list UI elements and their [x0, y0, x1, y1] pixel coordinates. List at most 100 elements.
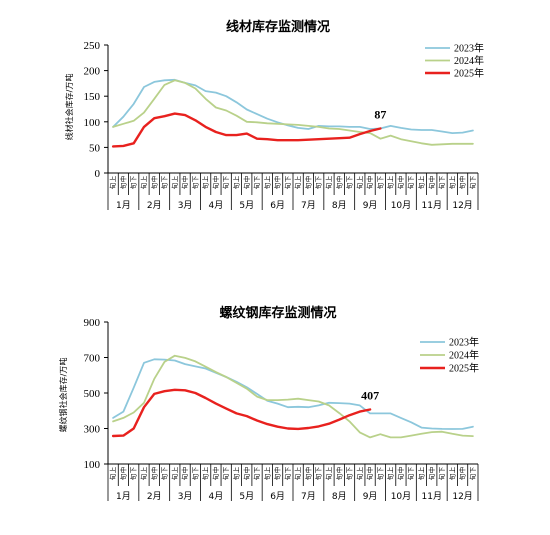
x-tick-label: 下 [346, 175, 354, 182]
month-label: 12月 [452, 200, 472, 211]
y-tick-label: 300 [84, 424, 101, 436]
month-label: 8月 [332, 200, 347, 211]
month-label: 9月 [363, 491, 378, 502]
x-tick-label: 旬 [190, 182, 199, 189]
x-tick-label: 旬 [139, 182, 148, 189]
x-tick-label: 旬 [416, 182, 425, 189]
x-tick-label: 旬 [273, 182, 282, 189]
x-tick-label: 旬 [396, 473, 405, 480]
x-tick-label: 下 [315, 175, 323, 182]
x-tick-label: 下 [469, 466, 477, 473]
x-tick-label: 下 [191, 466, 199, 473]
series-line-2024年 [112, 79, 474, 146]
month-label: 11月 [422, 200, 442, 211]
x-tick-label: 中 [334, 176, 343, 183]
x-tick-label: 上 [108, 466, 117, 473]
x-tick-label: 中 [180, 467, 189, 474]
x-tick-label: 旬 [273, 473, 282, 480]
month-label: 12月 [452, 491, 472, 502]
x-tick-label: 中 [273, 467, 282, 474]
x-tick-label: 中 [118, 467, 127, 474]
x-tick-label: 中 [211, 467, 220, 474]
x-tick-label: 中 [149, 467, 158, 474]
x-tick-label: 旬 [252, 182, 261, 189]
y-tick-label: 100 [84, 117, 101, 129]
x-tick-label: 中 [365, 467, 374, 474]
x-tick-label: 中 [427, 176, 436, 183]
axes [104, 44, 479, 210]
x-tick-label: 旬 [447, 182, 456, 189]
data-label: 407 [361, 389, 379, 403]
chart-title: 线材库存监测情况 [226, 19, 330, 35]
x-tick-label: 上 [324, 466, 333, 473]
x-tick-label: 旬 [458, 182, 467, 189]
x-tick-label: 旬 [314, 473, 323, 480]
x-tick-label: 旬 [170, 473, 179, 480]
x-tick-label: 旬 [458, 473, 467, 480]
x-tick-label: 中 [180, 176, 189, 183]
x-tick-label: 旬 [468, 182, 477, 189]
x-tick-label: 旬 [293, 182, 302, 189]
month-label: 9月 [363, 200, 378, 211]
legend-label: 2024年 [454, 54, 484, 67]
x-tick-label: 旬 [118, 473, 127, 480]
month-label: 1月 [116, 200, 131, 211]
x-tick-label: 中 [118, 176, 127, 183]
axes [104, 321, 479, 501]
y-tick-label: 250 [84, 40, 101, 52]
x-tick-label: 旬 [427, 182, 436, 189]
x-tick-label: 上 [355, 175, 364, 182]
month-label: 2月 [147, 200, 162, 211]
x-tick-label: 上 [262, 175, 271, 182]
month-label: 11月 [422, 491, 442, 502]
x-tick-label: 上 [416, 175, 425, 182]
x-tick-label: 旬 [375, 473, 384, 480]
y-axis-label: 螺纹钢社会库存/万吨 [58, 358, 68, 433]
x-tick-label: 旬 [427, 473, 436, 480]
x-tick-label: 下 [130, 175, 138, 182]
x-tick-label: 下 [222, 466, 230, 473]
x-tick-label: 下 [191, 175, 199, 182]
x-tick-label: 旬 [160, 473, 169, 480]
x-tick-label: 下 [130, 466, 138, 473]
x-tick-label: 旬 [437, 473, 446, 480]
series-line-2025年 [111, 112, 382, 148]
series-lines [111, 78, 474, 148]
x-tick-label: 旬 [242, 182, 251, 189]
data-label: 87 [374, 107, 386, 121]
x-tick-label: 旬 [345, 473, 354, 480]
x-tick-label: 上 [231, 175, 240, 182]
x-tick-label: 旬 [129, 473, 138, 480]
legend-label: 2025年 [449, 362, 479, 375]
x-tick-label: 下 [315, 466, 323, 473]
x-tick-label: 旬 [231, 473, 240, 480]
x-tick-label: 上 [201, 466, 210, 473]
x-tick-label: 旬 [211, 473, 220, 480]
month-label: 10月 [391, 491, 411, 502]
y-tick-label: 500 [84, 388, 101, 400]
month-label: 2月 [147, 491, 162, 502]
month-label: 3月 [178, 200, 193, 211]
x-tick-label: 中 [396, 467, 405, 474]
month-label: 5月 [239, 200, 254, 211]
x-tick-label: 旬 [386, 182, 395, 189]
x-tick-label: 旬 [303, 182, 312, 189]
legend-label: 2024年 [449, 349, 479, 362]
x-tick-label: 中 [427, 467, 436, 474]
x-tick-label: 下 [438, 175, 446, 182]
x-tick-label: 下 [346, 466, 354, 473]
x-tick-label: 旬 [468, 473, 477, 480]
x-tick-label: 旬 [180, 182, 189, 189]
x-tick-label: 下 [376, 175, 384, 182]
x-tick-label: 旬 [437, 182, 446, 189]
x-tick-label: 上 [416, 466, 425, 473]
x-axis-categories: 上旬中旬下旬上旬中旬下旬上旬中旬下旬上旬中旬下旬上旬中旬下旬上旬中旬下旬上旬中旬… [108, 175, 477, 211]
x-tick-label: 旬 [108, 473, 117, 480]
x-tick-label: 旬 [365, 473, 374, 480]
x-tick-label: 下 [376, 466, 384, 473]
x-tick-label: 上 [293, 175, 302, 182]
legend-label: 2023年 [449, 336, 479, 349]
x-tick-label: 旬 [386, 473, 395, 480]
